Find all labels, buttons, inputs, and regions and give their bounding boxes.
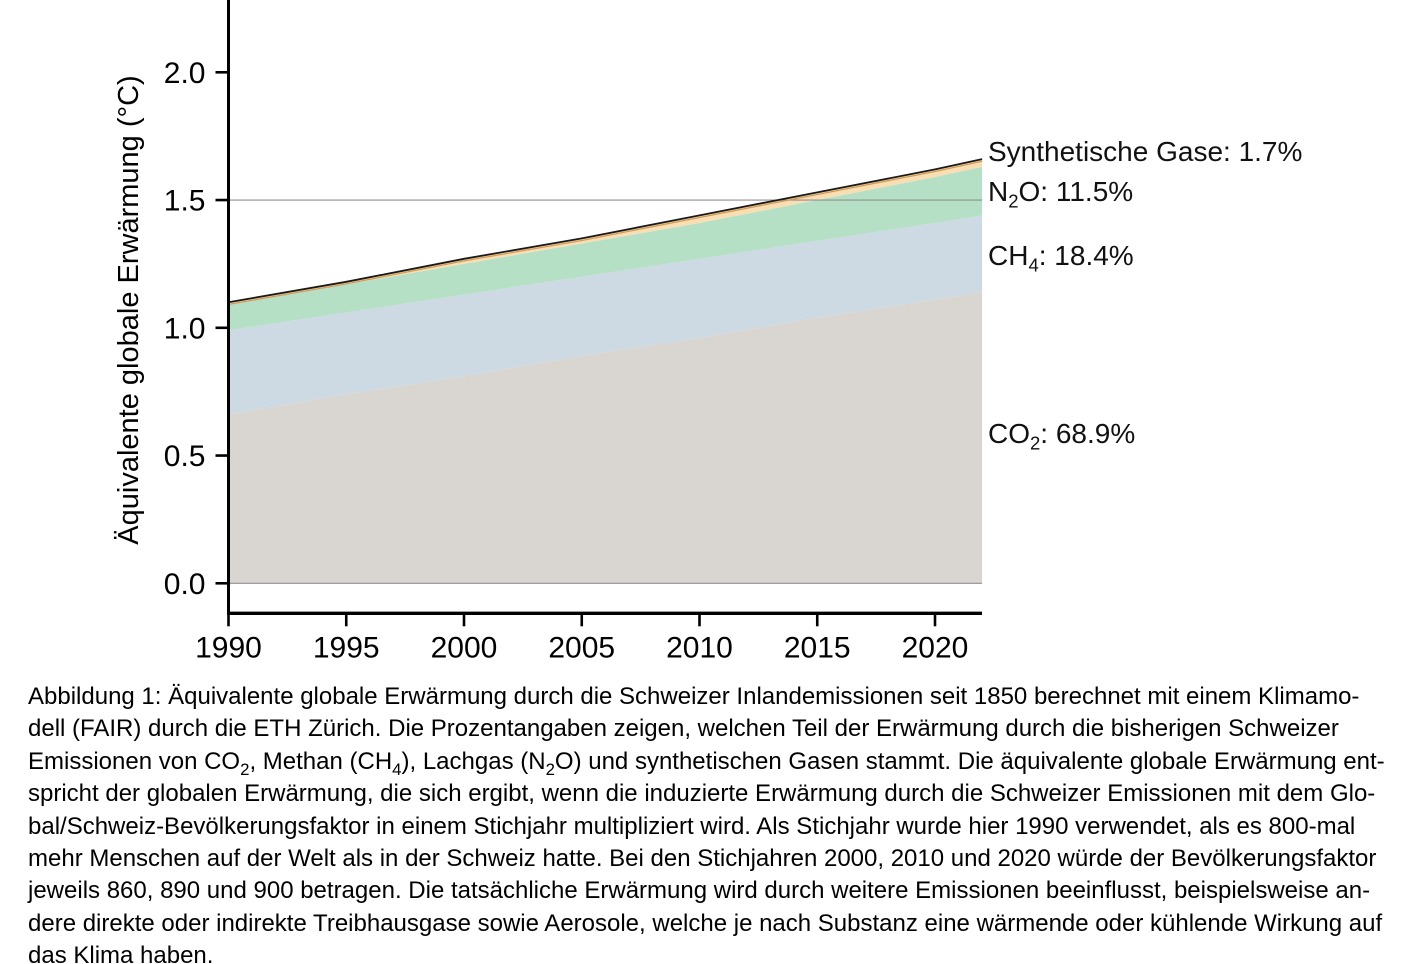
- area-ch4: [228, 215, 983, 415]
- caption-line: Emissionen von CO2, Methan (CH4), Lachga…: [28, 747, 1385, 779]
- legend-label-co2: CO2: 68.9%: [988, 418, 1136, 454]
- y-tick-label: 0.0: [164, 568, 206, 601]
- caption-line: dere direkte oder indirekte Treibhausgas…: [28, 909, 1383, 937]
- x-tick-label: 1995: [313, 631, 380, 664]
- legend-label-ch4: CH4: 18.4%: [988, 240, 1134, 276]
- y-axis-title: Äquivalente globale Erwärmung (°C): [113, 75, 145, 544]
- warming-stacked-area-chart: 0.0 0.5 1.0 1.5 2.0 1990 1995 2000 2005 2010 2015 2…: [113, 0, 1303, 664]
- x-tick-label: 2020: [902, 631, 969, 664]
- caption-line: spricht der globalen Erwärmung, die sich…: [28, 780, 1376, 808]
- x-tick-label: 2015: [784, 631, 851, 664]
- area-n2o: [228, 166, 983, 331]
- y-tick-label: 1.0: [164, 312, 206, 345]
- x-tick-label: 2000: [431, 631, 498, 664]
- chart-canvas: 0.0 0.5 1.0 1.5 2.0 1990 1995 2000 2005 2010 2015 2…: [113, 0, 983, 664]
- caption-line: jeweils 860, 890 und 900 betragen. Die t…: [28, 877, 1371, 905]
- legend-label-syn: Synthetische Gase: 1.7%: [988, 136, 1303, 167]
- caption-line: bal/Schweiz-Bevölkerungsfaktor in einem …: [28, 812, 1356, 840]
- legend-label-n2o: N2O: 11.5%: [988, 176, 1134, 212]
- y-tick-label: 2.0: [164, 57, 206, 90]
- y-tick-label: 1.5: [164, 185, 206, 218]
- caption-line: Abbildung 1: Äquivalente globale Erwärmu…: [28, 683, 1360, 710]
- synthetic-edge-line: [228, 160, 983, 305]
- y-tick-label: 0.5: [164, 440, 206, 473]
- figure-caption: Abbildung 1: Äquivalente globale Erwärmu…: [28, 681, 1398, 964]
- caption-line: das Klima haben.: [28, 942, 214, 964]
- area-co2: [228, 292, 983, 584]
- caption-line: mehr Menschen auf der Welt als in der Sc…: [28, 845, 1377, 873]
- caption-line: dell (FAIR) durch die ETH Zürich. Die Pr…: [28, 715, 1339, 743]
- x-tick-label: 1990: [195, 631, 262, 664]
- total-warming-line: [228, 158, 983, 304]
- x-tick-label: 2005: [548, 631, 615, 664]
- x-tick-label: 2010: [666, 631, 733, 664]
